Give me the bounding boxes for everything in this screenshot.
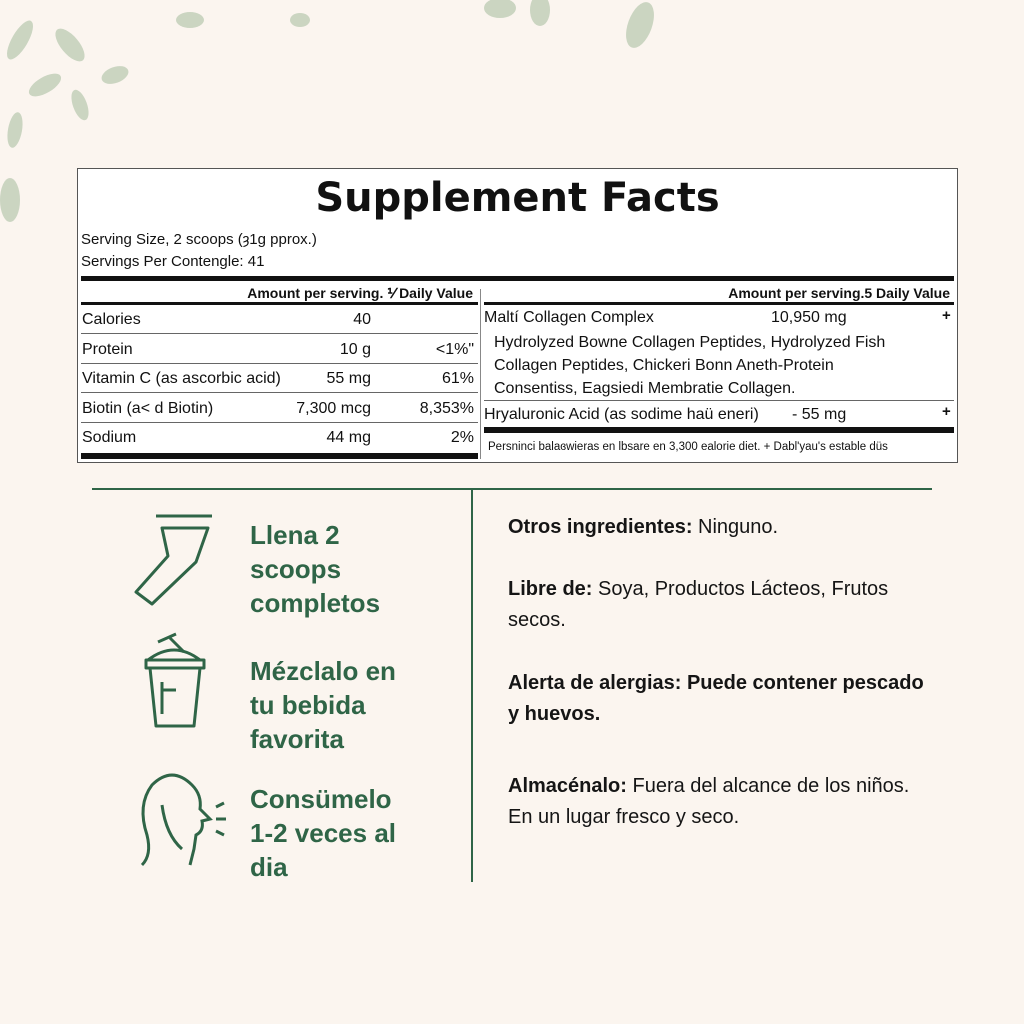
step-text: Mézclalo en tu bebida favorita [250,654,396,756]
nutrient-name: Biotin (a< d Biotin) [82,399,214,417]
collagen-name: Maltí Collagen Complex [484,309,654,326]
nutrient-name: Calories [82,311,141,328]
info-item: Libre de: Soya, Productos Lácteos, Fruto… [508,574,938,636]
info-text: Ninguno. [692,516,779,538]
nutrient-name: Sodium [82,429,137,446]
leaf-decoration [0,0,654,222]
divider [81,276,954,281]
hyaluronic-name: Hryaluronic Acid (as sodime haü eneri) [484,406,759,423]
nutrient-row: Protein 10 g <1%" [81,335,478,364]
left-table-header: Amount per serving. ⅟ Daily Value [247,285,473,301]
label-title: Supplement Facts [315,175,720,221]
info-label: Otros ingredientes: [508,516,693,538]
shaker-icon [144,632,206,728]
nutrient-row: Calories 40 [81,305,478,334]
nutrient-row: Biotin (a< d Biotin) 7,300 mcg 8,353% [81,394,478,423]
divider [484,302,954,305]
step-text: Llena 2 scoops completos [250,518,380,620]
info-item: Almacénalo: Fuera del alcance de los niñ… [508,771,938,833]
nutrient-name: Protein [82,340,133,358]
step-line: scoops [250,554,342,584]
step-line: favorita [250,724,344,754]
info-text: Fuera del alcance de los niños. En un lu… [508,775,910,828]
info-item: Alerta de alergias: Puede contener pesca… [508,668,938,730]
divider [81,453,478,459]
nutrient-amount: 7,300 mcg [296,399,371,417]
collagen-dv: + [942,307,951,324]
divider [484,427,954,433]
nutrient-dv: 8,353% [419,399,474,417]
step-line: 1-2 veces al [250,818,397,848]
section-divider [92,488,932,490]
nutrient-amount: 44 mg [326,429,371,446]
step-line: tu bebida [250,690,366,720]
step-line: Llena 2 [250,520,340,550]
nutrient-name: Vitamin C (as ascorbic acid) [82,370,281,387]
step-line: completos [250,588,381,618]
nutrient-amount: 40 [353,311,371,328]
step-text: Consümelo 1-2 veces al dia [250,782,396,884]
info-label: Almacénalo: [508,775,627,797]
info-label: Alerta de alergias: Puede contener pesca… [508,672,924,725]
collagen-description: Hydrolyzed Bowne Collagen Peptides, Hydr… [494,331,885,400]
nutrient-row: Sodium 44 mg 2% [81,423,478,452]
divider [484,400,954,401]
hyaluronic-dv: + [942,403,951,420]
supplement-facts-panel: Supplement Facts Serving Size, 2 scoops … [77,168,958,463]
nutrient-dv: 61% [441,370,474,387]
serving-size: Serving Size, 2 scoops (ȝ1g pprox.) [81,231,317,248]
info-item: Otros ingredientes: Ninguno. [508,512,938,543]
collagen-desc-line: Consentiss, Eagsiedi Membratie Collagen. [494,380,796,397]
collagen-amount: 10,950 mg [771,309,847,326]
nutrient-row: Vitamin C (as ascorbic acid) 55 mg 61% [81,364,478,393]
collagen-desc-line: Hydrolyzed Bowne Collagen Peptides, Hydr… [494,334,886,351]
step-line: Mézclalo en [250,656,396,686]
nutrient-amount: 10 g [339,340,371,358]
step-line: Consümelo [250,784,392,814]
info-label: Libre de: [508,578,593,600]
info-text: Soya, Productos Lácteos, Frutos secos. [508,578,889,631]
servings-per-container: Servings Per Contengle: 41 [81,253,265,270]
divider [81,302,478,305]
column-divider [471,490,473,882]
footnote: Persninci balaɞwieras en lbsare en 3,300… [488,441,888,453]
nutrient-amount: 55 mg [326,370,371,387]
column-divider [480,289,481,459]
person-drinking-icon [140,773,226,867]
hyaluronic-amount: - 55 mg [792,406,847,423]
nutrient-dv: <1%" [435,340,474,358]
step-line: dia [250,852,288,882]
right-table-header: Amount per serving.5 Daily Value [728,285,950,301]
scoop-icon [134,514,212,606]
collagen-desc-line: Collagen Peptides, Chickeri Bonn Aneth-P… [494,357,834,374]
nutrient-dv: 2% [450,429,474,446]
